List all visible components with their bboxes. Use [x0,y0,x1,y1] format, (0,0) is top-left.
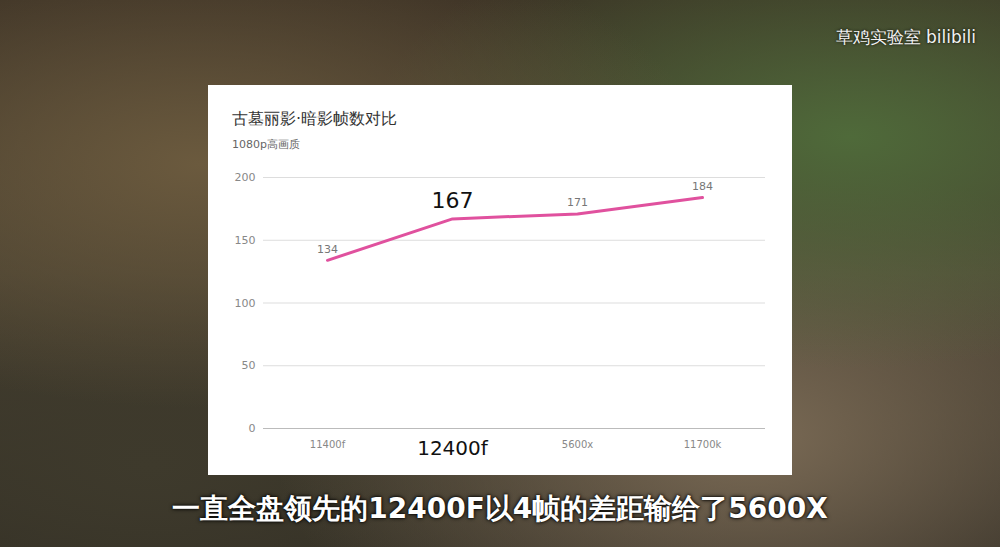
svg-text:12400f: 12400f [417,436,489,460]
svg-text:171: 171 [567,196,588,209]
svg-text:11700k: 11700k [684,439,722,450]
svg-text:0: 0 [249,422,256,435]
svg-text:5600x: 5600x [562,439,593,450]
html-text:古墓丽影·暗影帧数对比: 古墓丽影·暗影帧数对比 [232,109,398,128]
svg-text:134: 134 [317,243,338,256]
svg-text:100: 100 [235,297,256,310]
html-text:1080p高画质: 1080p高画质 [232,138,300,151]
html-text:草鸡实验室 bilibili: 草鸡实验室 bilibili [835,27,976,47]
svg-text:167: 167 [432,188,474,213]
svg-text:50: 50 [242,359,256,372]
svg-text:184: 184 [692,180,713,193]
svg-text:200: 200 [235,171,256,184]
html-text:一直全盘领先的12400F以4帧的差距输给了5600X: 一直全盘领先的12400F以4帧的差距输给了5600X [172,492,828,525]
svg-text:11400f: 11400f [310,439,346,450]
svg-text:150: 150 [235,234,256,247]
